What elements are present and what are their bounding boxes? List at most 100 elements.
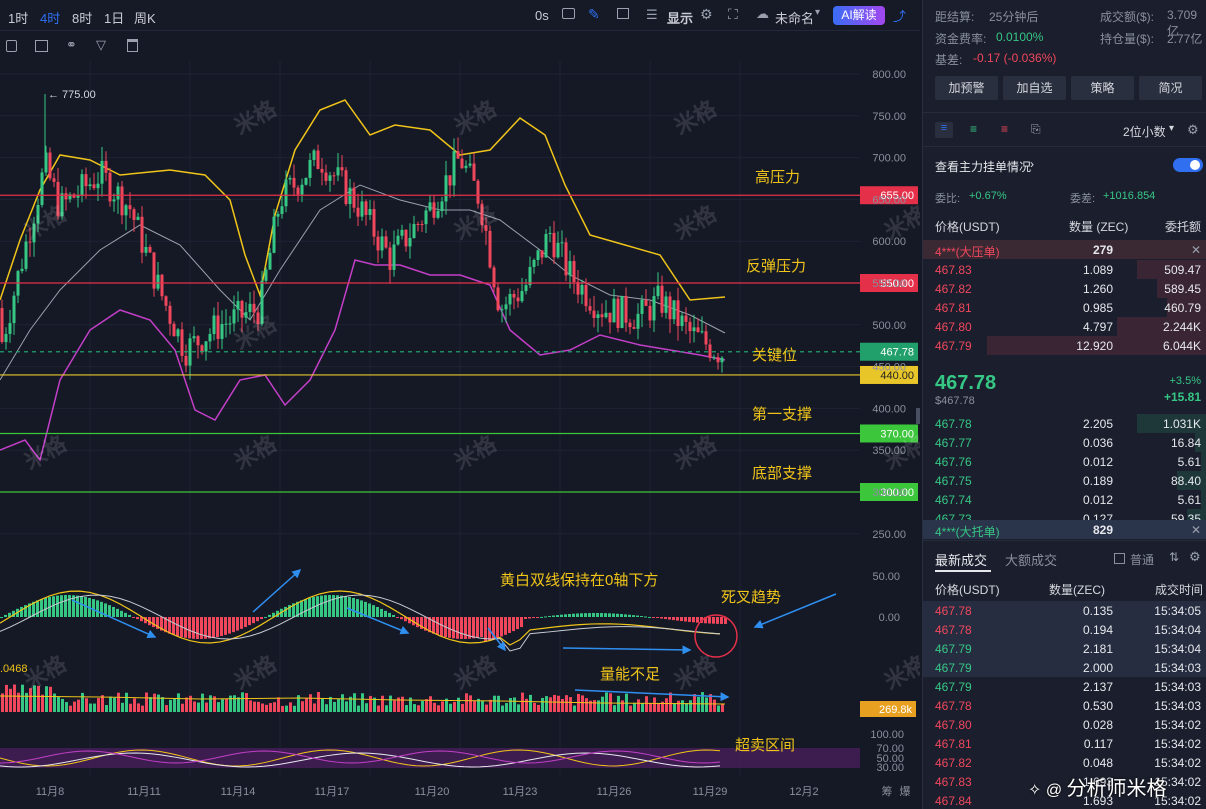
orderbook-row[interactable]: 467.75 0.189 88.40 [923,471,1206,490]
settings-icon[interactable]: ⚙ [700,6,713,22]
checkbox[interactable] [1114,553,1125,564]
oi-value: 2.77亿 [1167,32,1203,46]
timeframe-4h[interactable]: 4时 [40,11,61,26]
orderbook-row[interactable]: 467.78 2.205 1.031K [923,414,1206,433]
orderbook-asks-icon[interactable]: ≡ [1001,122,1009,136]
close-icon[interactable]: ✕ [1190,243,1201,257]
macd-bar [656,617,659,619]
ob-header-qty[interactable]: 数量 (ZEC) [1069,220,1129,234]
lock-icon[interactable] [6,40,17,52]
settings-icon[interactable]: ⚙ [1189,549,1201,564]
orderbook-row[interactable]: 467.81 0.985 460.79 [923,298,1206,317]
precision-select[interactable]: 2位小数 [1123,125,1166,139]
share-icon[interactable]: ⤴ [893,9,907,24]
watermark: 米格 [670,200,721,244]
timeframe-1d[interactable]: 1日 [104,11,125,26]
volume-bar [149,697,152,712]
orderbook-row[interactable]: 467.74 0.012 5.61 [923,490,1206,509]
list-icon[interactable]: ☰ [646,7,658,22]
price-chart[interactable]: ← 775.00 655.00 高压力 550.00 反弹压力 467.78 关键位 440… [0,61,920,809]
candle-body [96,183,100,189]
watchlist-button[interactable]: 加自选 [1003,76,1066,100]
row-qty: 1.089 [1082,263,1113,277]
macd-bar [300,600,303,617]
basis-value: -0.17 (-0.036%) [973,51,1057,65]
trade-header-qty[interactable]: 数量(ZEC) [1049,583,1105,597]
overview-button[interactable]: 简况 [1139,76,1202,100]
orderbook-trades-icon[interactable]: ⎘ [1031,122,1041,136]
level-badge [860,365,918,384]
macd-bar [712,617,715,624]
main-orders-link[interactable]: 查看主力挂单情况 [935,160,1032,174]
tab-latest-trades[interactable]: 最新成交 [935,553,988,568]
axis-control[interactable]: 爆 [900,784,911,798]
orderbook-bids-icon[interactable]: ≡ [970,122,978,136]
volume-bar [357,705,360,712]
candle-body [36,204,40,224]
sort-icon[interactable]: ⇅ [1169,550,1180,564]
ask-banner[interactable]: 4***(大压单) 279 ✕ [923,240,1206,259]
camera-icon[interactable] [562,8,575,19]
candle-body [524,285,528,292]
cloud-icon[interactable]: ☁ [756,6,769,21]
macd-bar [620,614,623,617]
trade-price: 467.78 [935,699,972,713]
orderbook-row[interactable]: 467.79 12.920 6.044K [923,336,1206,355]
trade-time: 15:34:05 [1154,604,1201,618]
macd-bar [168,617,171,634]
timeframe-1w[interactable]: 周K [134,11,156,26]
main-orders-toggle[interactable] [1173,158,1203,172]
orderbook-row[interactable]: 467.73 0.127 59.35 [923,509,1206,520]
orderbook-both-icon[interactable]: ≡ [935,122,953,138]
candle-body [428,202,432,211]
candle-body [432,202,436,218]
fullscreen-icon[interactable]: ⛶ [728,6,738,22]
frame-icon[interactable] [617,8,629,19]
orderbook-row[interactable]: 467.83 1.089 509.47 [923,260,1206,279]
orderbook-row[interactable]: 467.80 4.797 2.244K [923,317,1206,336]
chevron-right-icon: › [1030,157,1034,171]
normal-option[interactable]: 普通 [1130,553,1155,567]
tab-large-trades[interactable]: 大额成交 [1005,553,1058,568]
settings-icon[interactable]: ⚙ [1187,122,1199,137]
timeframe-8h[interactable]: 8时 [72,11,93,26]
macd-bar [56,595,59,617]
volume-bar [433,702,436,712]
volume-bar [365,703,368,712]
chevron-down-icon[interactable]: ▾ [815,7,821,18]
candle-body [8,323,12,334]
axis-control[interactable]: 筹 [882,784,893,798]
bid-banner[interactable]: 4***(大托单) 829 ✕ [923,520,1206,539]
ai-button[interactable]: AI解读 [833,6,885,25]
macd-bar [24,605,27,617]
date-tick: 11月20 [415,786,450,798]
volume-bar [689,700,692,712]
macd-bar [52,596,55,617]
close-icon[interactable]: ✕ [1190,523,1201,537]
bid-banner-qty: 829 [1092,523,1113,537]
macd-bar [184,617,187,638]
scroll-handle[interactable] [916,408,920,424]
display-button[interactable]: 显示 [667,11,694,26]
orderbook-row[interactable]: 467.82 1.260 589.45 [923,279,1206,298]
candle-body [268,252,272,270]
macd-bar [368,603,371,617]
ob-header-amount[interactable]: 委托额 [1165,220,1202,234]
volume-bar [81,692,84,712]
magnet-icon[interactable]: ⚭ [66,37,77,52]
trash-icon[interactable] [127,39,138,52]
volume-bar [665,698,668,712]
drawing-icon[interactable] [35,40,48,52]
layout-name[interactable]: 未命名 [775,11,815,26]
macd-bar [560,614,563,617]
orderbook-row[interactable]: 467.76 0.012 5.61 [923,452,1206,471]
orderbook-row[interactable]: 467.77 0.036 16.84 [923,433,1206,452]
timeframe-1h[interactable]: 1时 [8,11,29,26]
volume-bar [509,698,512,712]
strategy-button[interactable]: 策略 [1071,76,1134,100]
pencil-icon[interactable]: ✎ [588,6,600,22]
volume-bar [413,704,416,712]
macd-bar [516,617,519,630]
alert-button[interactable]: 加预警 [935,76,998,100]
filter-icon[interactable]: ▽ [96,37,106,52]
